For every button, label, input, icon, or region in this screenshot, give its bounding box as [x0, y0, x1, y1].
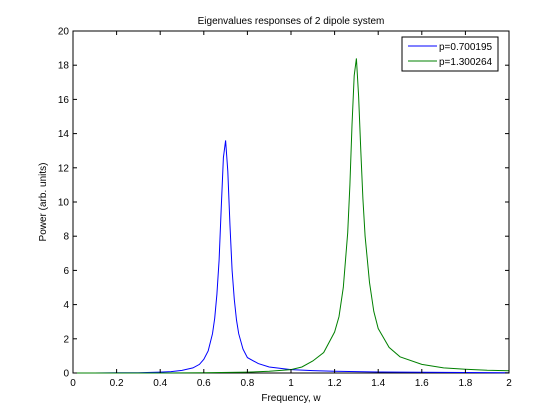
series-line-2 [73, 58, 510, 374]
y-tick-label: 6 [63, 266, 69, 277]
x-tick-label: 1.2 [328, 378, 342, 389]
plot-area [72, 30, 510, 374]
legend-box [401, 36, 499, 72]
y-tick-label: 4 [63, 300, 69, 311]
x-tick-label: 2 [506, 378, 512, 389]
x-tick-label: 0 [70, 378, 76, 389]
x-tick-label: 0.6 [197, 378, 211, 389]
y-tick-label: 0 [63, 369, 69, 380]
chart-title: Eigenvalues responses of 2 dipole system [198, 16, 385, 27]
y-tick-label: 14 [58, 129, 70, 140]
x-tick-label: 1.4 [371, 378, 385, 389]
x-tick-label: 1.8 [458, 378, 472, 389]
x-axis-tick-labels: 0 0.2 0.4 0.6 0.8 1 1.2 1.4 1.6 1.8 2 [70, 378, 512, 389]
y-tick-label: 8 [63, 232, 69, 243]
legend-label-series-2: p=1.300264 [439, 57, 493, 68]
y-tick-label: 10 [58, 198, 70, 209]
axis-ticks [72, 30, 510, 374]
y-tick-label: 12 [58, 163, 70, 174]
y-tick-label: 18 [58, 61, 70, 72]
x-axis-label: Frequency, w [261, 393, 321, 404]
x-tick-label: 1.6 [415, 378, 429, 389]
y-axis-label: Power (arb. units) [38, 163, 49, 242]
x-tick-label: 0.4 [153, 378, 167, 389]
x-tick-label: 0.2 [110, 378, 124, 389]
y-axis-tick-labels: 0 2 4 6 8 10 12 14 16 18 20 [58, 27, 70, 380]
y-tick-label: 16 [58, 95, 70, 106]
x-tick-label: 1 [288, 378, 294, 389]
x-tick-label: 0.8 [240, 378, 254, 389]
legend-label-series-1: p=0.700195 [439, 42, 493, 53]
legend: p=0.700195 p=1.300264 [401, 36, 499, 72]
y-tick-label: 2 [63, 334, 69, 345]
y-tick-label: 20 [58, 27, 70, 38]
